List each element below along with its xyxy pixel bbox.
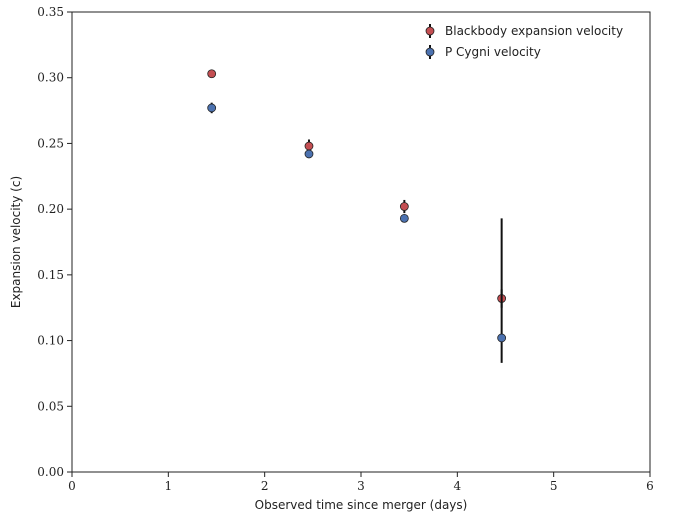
legend-marker (425, 47, 435, 57)
x-tick-label: 3 (357, 479, 365, 493)
data-point (207, 103, 217, 113)
x-tick-label: 4 (454, 479, 462, 493)
data-point (399, 202, 409, 211)
legend-marker (425, 26, 435, 36)
plot-frame (71, 11, 651, 473)
y-tick-label: 0.05 (37, 399, 64, 413)
data-point (304, 141, 314, 151)
y-tick-label: 0.35 (37, 5, 64, 19)
x-tick-label: 6 (646, 479, 654, 493)
legend-label: P Cygni velocity (445, 45, 541, 59)
data-point (497, 333, 507, 343)
x-tick-label: 5 (550, 479, 558, 493)
x-axis-label: Observed time since merger (days) (255, 498, 468, 512)
y-tick-label: 0.00 (37, 465, 64, 479)
y-tick-label: 0.20 (37, 202, 64, 216)
legend-label: Blackbody expansion velocity (445, 24, 623, 38)
data-point (207, 69, 217, 79)
data-point (304, 149, 314, 159)
y-tick-label: 0.15 (37, 268, 64, 282)
x-tick-label: 0 (68, 479, 76, 493)
y-tick-label: 0.25 (37, 136, 64, 150)
y-axis-label: Expansion velocity (c) (9, 176, 23, 308)
data-point (399, 213, 409, 223)
y-tick-label: 0.10 (37, 334, 64, 348)
y-tick-label: 0.30 (37, 71, 64, 85)
x-tick-label: 1 (165, 479, 173, 493)
x-tick-label: 2 (261, 479, 269, 493)
